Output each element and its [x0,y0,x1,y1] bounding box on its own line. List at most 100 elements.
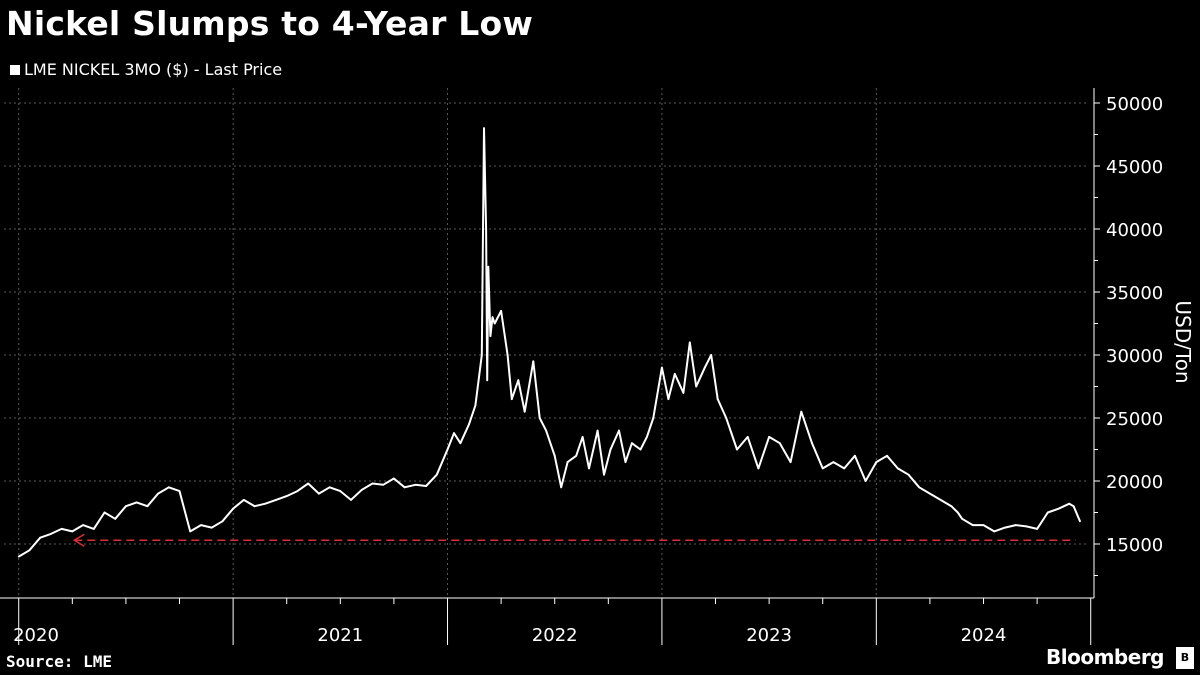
x-tick-label: 2021 [317,625,363,646]
bloomberg-badge-icon: B [1176,647,1194,669]
price-point [146,505,149,508]
price-point [609,448,612,451]
price-point [491,316,494,319]
price-point [575,454,578,457]
y-tick-label: 35000 [1106,283,1163,304]
source-note: Source: LME [6,652,112,671]
x-tick-label: 2022 [532,625,578,646]
price-point [789,461,792,463]
price-point [652,417,655,419]
price-point [125,505,127,508]
price-point [49,533,52,535]
price-point [971,524,974,526]
price-point [446,448,449,451]
price-series-line [18,127,1081,558]
y-tick-label: 45000 [1106,157,1163,178]
price-point [468,423,470,426]
price-point [296,490,299,492]
price-point [480,354,483,356]
price-point [28,549,31,552]
price-point [716,398,719,400]
price-point [603,473,605,476]
price-point [200,524,202,526]
price-point [757,467,760,470]
price-point [135,501,138,504]
price-point [929,492,931,495]
price-point [832,461,835,463]
y-tick-label: 20000 [1106,472,1163,493]
price-point [1068,502,1071,505]
price-point [71,530,74,533]
price-point [631,442,633,445]
price-point [435,473,438,476]
price-point [918,486,921,489]
y-tick-label: 25000 [1106,409,1163,430]
price-point [682,391,685,394]
price-point [485,228,488,230]
price-point [453,432,455,435]
price-point [864,480,867,482]
price-point [493,322,496,325]
x-tick-label: 2023 [746,625,792,646]
price-point [1057,507,1060,510]
price-point [673,373,676,375]
price-point [487,265,490,268]
price-point [500,310,503,312]
price-point [1025,525,1028,528]
price-point [506,354,509,356]
y-tick-label: 15000 [1106,535,1163,556]
price-point [307,482,310,485]
price-point [695,385,698,388]
price-point [588,467,590,470]
price-point [523,410,526,413]
price-point [285,495,288,498]
price-point [950,505,953,508]
price-point [382,483,385,486]
bloomberg-logo: Bloomberg [1046,645,1164,669]
x-tick-label: 2024 [961,625,1007,646]
price-point [486,379,489,382]
price-point [581,436,584,438]
price-point [993,530,996,533]
price-point [1036,527,1039,530]
y-tick-label: 40000 [1106,220,1163,241]
price-point [39,536,42,539]
price-point [768,436,771,438]
price-point [360,488,363,491]
price-point [907,473,910,476]
legend-label: LME NICKEL 3MO ($) - Last Price [24,60,283,79]
price-point [403,486,406,489]
price-point [425,485,427,487]
price-point [167,486,170,489]
price-point [103,511,106,514]
price-point [350,499,352,501]
price-point [800,410,803,413]
price-point [545,429,548,432]
reference-arrow-icon [72,533,85,547]
price-point [710,354,713,356]
price-point [961,517,963,520]
price-point [1072,505,1075,508]
y-tick-label: 50000 [1106,94,1163,115]
price-point [1014,524,1017,526]
price-point [875,461,878,463]
price-point [843,467,846,470]
price-point [939,499,942,501]
price-point [317,492,320,495]
price-point [1046,511,1049,514]
price-point [725,417,728,419]
price-point [328,486,331,489]
price-point [661,366,663,369]
price-point [1004,526,1006,529]
price-point [510,398,513,400]
price-point [560,486,563,489]
price-point [474,404,477,407]
price-point [956,511,959,514]
price-point [853,454,856,457]
price-point [459,442,462,445]
price-point [60,527,63,530]
chart-title: Nickel Slumps to 4-Year Low [6,4,534,43]
price-point [821,467,824,470]
price-point [532,360,535,363]
chart-legend: LME NICKEL 3MO ($) - Last Price [10,60,282,79]
